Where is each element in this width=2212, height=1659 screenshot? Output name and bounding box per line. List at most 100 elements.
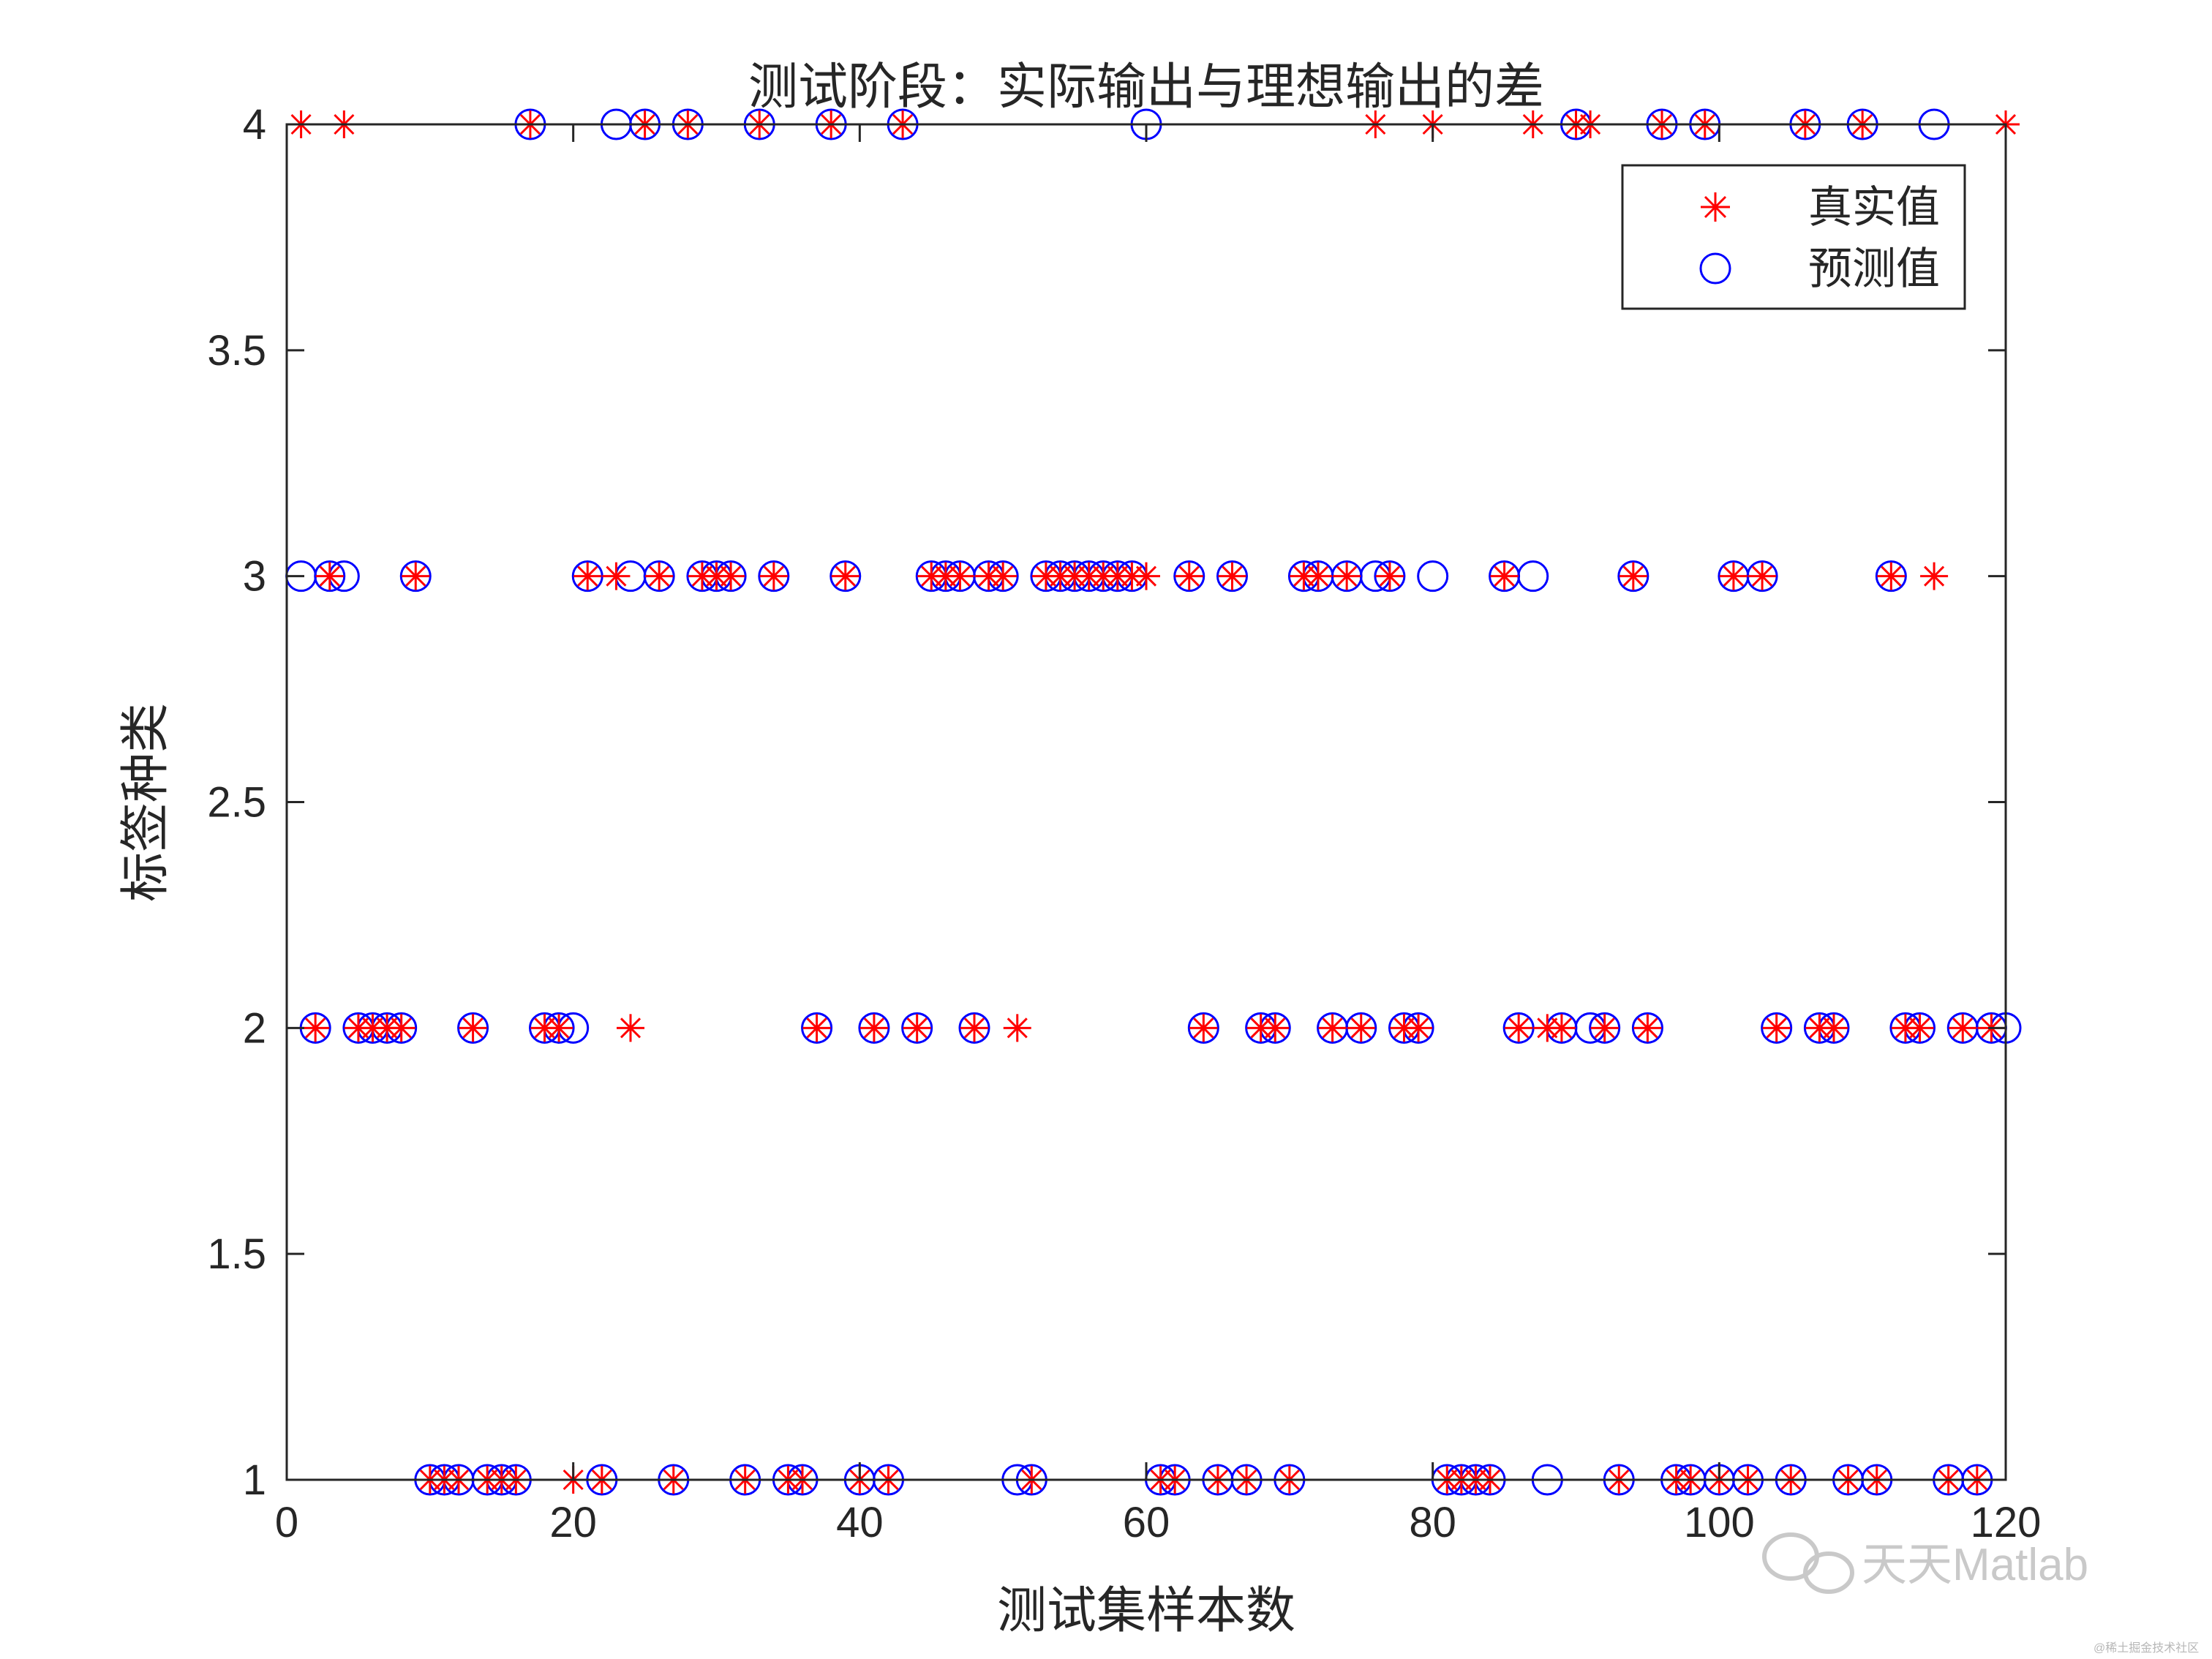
predicted-point: [1746, 560, 1778, 592]
legend-marker-asterisk: [1701, 192, 1730, 222]
predicted-point: [1517, 560, 1549, 592]
predicted-point: [1187, 1012, 1219, 1044]
watermark: 天天Matlab @稀土掘金技术社区: [1762, 1532, 2199, 1655]
true-value-point: [1246, 1014, 1275, 1042]
true-value-point: [1505, 1014, 1533, 1042]
chat-bubble-icon: [1762, 1532, 1854, 1594]
true-value-point: [645, 562, 674, 590]
predicted-point: [858, 1012, 890, 1044]
true-value-point: [1547, 1014, 1576, 1042]
true-value-point: [1920, 562, 1949, 590]
predicted-point: [457, 1012, 489, 1044]
true-value-point: [989, 562, 1017, 590]
predicted-point: [1345, 1012, 1377, 1044]
y-tick-label: 2.5: [207, 779, 266, 827]
predicted-point: [399, 560, 432, 592]
predicted-point: [643, 560, 675, 592]
true-value-point: [1290, 562, 1318, 590]
true-value-point: [1533, 1014, 1562, 1042]
true-value-point: [315, 562, 344, 590]
true-value-point: [1175, 562, 1203, 590]
true-value-point: [946, 562, 974, 590]
true-value-point: [1762, 1014, 1791, 1042]
predicted-point: [801, 1012, 833, 1044]
true-value-point: [617, 1014, 644, 1042]
predicted-point: [901, 1012, 933, 1044]
watermark-text: 天天Matlab: [1862, 1540, 2088, 1590]
true-value-point: [1003, 1014, 1031, 1042]
true-value-point: [1906, 1014, 1934, 1042]
true-value-point: [859, 1014, 888, 1042]
y-tick-label: 1: [243, 1456, 266, 1504]
true-value-point: [759, 562, 788, 590]
true-value-point: [1949, 1014, 1977, 1042]
predicted-point: [571, 560, 603, 592]
legend-box: [1621, 164, 1966, 310]
ticks-layer: [285, 123, 2007, 1481]
legend: 真实值 预测值: [1621, 164, 1966, 310]
y-tick-label: 2: [243, 1004, 266, 1052]
predicted-point: [1374, 560, 1406, 592]
y-tick-labels: 1 1.5 2 2.5 3 3.5 4: [207, 101, 266, 1504]
true-value-point: [1748, 562, 1777, 590]
y-tick-label: 4: [243, 101, 266, 148]
x-tick-label: 60: [1123, 1499, 1170, 1546]
true-value-point: [1261, 1014, 1290, 1042]
y-tick-label: 3: [243, 553, 266, 601]
x-axis-label: 测试集样本数: [997, 1582, 1295, 1640]
true-value-point: [602, 562, 631, 590]
true-value-point: [1304, 562, 1332, 590]
true-value-point: [1318, 1014, 1347, 1042]
true-value-point: [831, 562, 859, 590]
x-tick-label: 40: [836, 1499, 884, 1546]
watermark-small-text: @稀土掘金技术社区: [2094, 1641, 2199, 1655]
true-value-point: [960, 1014, 988, 1042]
x-tick-label: 0: [275, 1499, 298, 1546]
true-value-point: [1490, 562, 1519, 590]
true-value-point: [1375, 562, 1404, 590]
x-tick-label: 20: [549, 1499, 597, 1546]
true-value-point: [1189, 1014, 1218, 1042]
true-value-point: [545, 1014, 573, 1042]
true-value-point: [301, 1014, 330, 1042]
true-value-point: [1218, 562, 1246, 590]
predicted-point: [1502, 1012, 1535, 1044]
true-value-point: [1347, 1014, 1375, 1042]
true-value-point: [1619, 562, 1647, 590]
predicted-point: [1216, 560, 1248, 592]
true-value-point: [459, 1014, 487, 1042]
true-value-point: [903, 1014, 931, 1042]
x-tick-label: 100: [1684, 1499, 1755, 1546]
x-tick-label: 120: [1971, 1499, 2042, 1546]
chart-title: 测试阶段：实际输出与理想输出的差: [748, 59, 1544, 116]
true-value-point: [1820, 1014, 1848, 1042]
predicted-point: [1875, 560, 1907, 592]
x-tick-label: 80: [1409, 1499, 1456, 1546]
x-tick-labels: 0 20 40 60 80 100 120: [275, 1499, 2042, 1546]
predicted-point: [1173, 560, 1205, 592]
true-value-point: [717, 562, 745, 590]
legend-label-true: 真实值: [1808, 182, 1940, 233]
predicted-point: [1631, 1012, 1663, 1044]
true-value-point: [802, 1014, 831, 1042]
y-axis-label: 标签种类: [117, 703, 175, 902]
true-value-point: [387, 1014, 415, 1042]
predicted-point: [758, 560, 790, 592]
predicted-point: [1417, 560, 1449, 592]
predicted-point: [1761, 1012, 1793, 1044]
legend-label-pred: 预测值: [1808, 244, 1940, 295]
predicted-point: [1589, 1012, 1621, 1044]
true-value-point: [402, 562, 430, 590]
predicted-point: [1617, 560, 1649, 592]
predicted-point: [830, 560, 862, 592]
legend-marker-circle: [1699, 252, 1731, 285]
true-value-point: [573, 562, 602, 590]
true-value-point: [530, 1014, 559, 1042]
true-value-point: [1877, 562, 1906, 590]
true-value-point: [1590, 1014, 1619, 1042]
true-value-point: [1118, 562, 1146, 590]
true-value-point: [1404, 1014, 1433, 1042]
y-tick-label: 3.5: [207, 327, 266, 375]
predicted-point: [314, 560, 346, 592]
